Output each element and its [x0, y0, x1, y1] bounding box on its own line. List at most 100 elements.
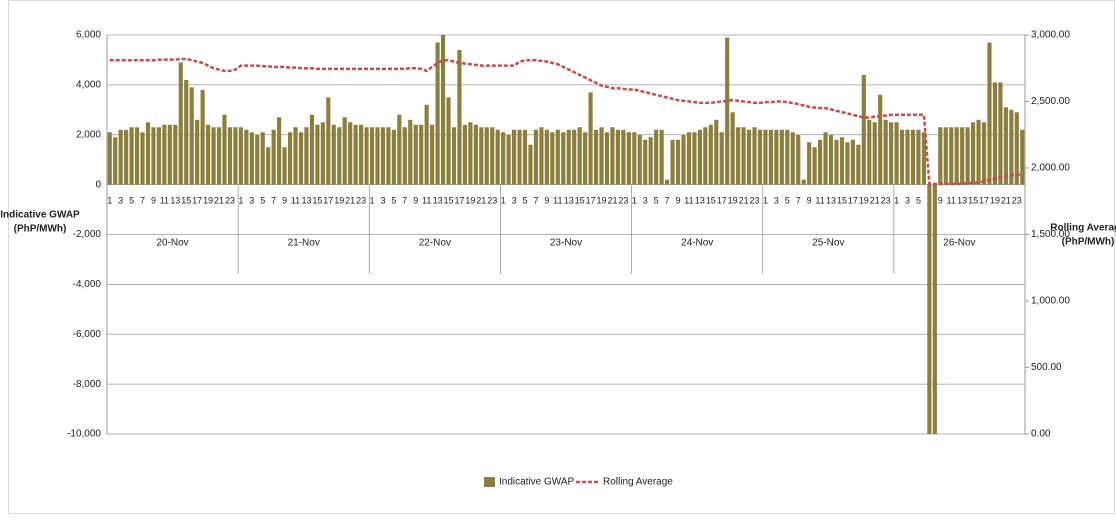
bar — [981, 122, 987, 185]
x-tick-label: 17 — [717, 195, 727, 205]
bar — [675, 139, 681, 185]
bar — [992, 82, 998, 185]
bar — [260, 132, 265, 185]
x-tick-label: 7 — [665, 195, 670, 205]
bar — [768, 129, 773, 185]
x-tick-label: 13 — [301, 195, 311, 205]
bar — [211, 127, 216, 185]
bar — [785, 129, 790, 185]
y2-tick-label: 2,000.00 — [1031, 163, 1070, 174]
bar — [533, 129, 539, 185]
x-tick-label: 1 — [107, 195, 112, 205]
x-tick-label: 15 — [706, 195, 716, 205]
bar — [867, 119, 872, 185]
bar — [309, 114, 314, 185]
bar — [681, 134, 686, 185]
bar — [408, 119, 413, 185]
bar — [145, 122, 151, 185]
bar — [320, 122, 325, 185]
x-tick-label: 13 — [695, 195, 705, 205]
bar — [604, 132, 610, 185]
x-tick-label: 19 — [859, 195, 869, 205]
x-tick-label: 15 — [444, 195, 454, 205]
y2-axis-title: (PhP/MWh) — [1062, 237, 1115, 248]
bar — [752, 127, 757, 185]
x-tick-label: 13 — [957, 195, 967, 205]
bar — [954, 127, 959, 185]
bar — [238, 127, 243, 185]
bar — [107, 132, 112, 185]
x-tick-label: 3 — [380, 195, 385, 205]
bar — [490, 127, 495, 185]
bar — [599, 127, 604, 185]
bar — [512, 129, 517, 185]
bar — [173, 124, 178, 185]
bar — [369, 127, 375, 185]
x-tick-label: 17 — [979, 195, 989, 205]
bar — [1014, 112, 1019, 185]
bar — [719, 132, 724, 185]
x-tick-label: 7 — [796, 195, 801, 205]
bar — [200, 89, 205, 185]
bar — [1009, 109, 1014, 185]
x-tick-label: 1 — [894, 195, 899, 205]
x-tick-label: 15 — [575, 195, 585, 205]
bar — [233, 127, 238, 185]
x-tick-label: 1 — [501, 195, 506, 205]
x-tick-label: 3 — [512, 195, 517, 205]
x-tick-label: 21 — [739, 195, 749, 205]
bar — [583, 132, 588, 185]
bar — [965, 127, 970, 185]
y2-tick-label: 3,000.00 — [1031, 30, 1070, 41]
bar — [899, 129, 905, 185]
bar — [998, 82, 1003, 185]
y2-tick-label: 0.00 — [1031, 429, 1051, 440]
bar — [397, 114, 402, 185]
day-label: 20-Nov — [156, 238, 188, 249]
bar — [1003, 107, 1008, 185]
bar — [610, 127, 615, 185]
x-tick-label: 19 — [597, 195, 607, 205]
bar — [457, 49, 462, 185]
x-tick-label: 19 — [728, 195, 738, 205]
bar — [593, 129, 599, 185]
x-tick-label: 5 — [129, 195, 134, 205]
bar — [883, 119, 888, 185]
x-tick-label: 21 — [214, 195, 224, 205]
x-tick-label: 23 — [487, 195, 497, 205]
bar — [501, 132, 506, 185]
bar — [746, 129, 752, 185]
x-tick-label: 11 — [160, 195, 169, 205]
x-tick-label: 11 — [422, 195, 431, 205]
x-tick-label: 3 — [249, 195, 254, 205]
bar — [544, 129, 549, 185]
bar — [151, 127, 156, 185]
bar — [124, 129, 129, 185]
x-tick-label: 3 — [774, 195, 779, 205]
y-tick-label: -4,000 — [73, 279, 102, 290]
x-tick-label: 15 — [968, 195, 978, 205]
bar — [818, 139, 823, 185]
x-tick-label: 15 — [837, 195, 847, 205]
bar — [561, 132, 566, 185]
x-tick-label: 23 — [750, 195, 760, 205]
bar — [277, 117, 282, 185]
x-tick-label: 3 — [118, 195, 123, 205]
x-tick-label: 23 — [1012, 195, 1022, 205]
x-tick-label: 11 — [553, 195, 562, 205]
bar — [659, 129, 664, 185]
x-tick-label: 13 — [564, 195, 574, 205]
x-tick-label: 15 — [181, 195, 191, 205]
bar — [714, 119, 719, 185]
x-tick-label: 7 — [402, 195, 407, 205]
bar — [697, 129, 702, 185]
bar — [184, 79, 189, 185]
bar — [823, 132, 828, 185]
bar — [266, 147, 271, 185]
x-tick-label: 17 — [454, 195, 464, 205]
x-tick-label: 23 — [225, 195, 235, 205]
bar — [828, 134, 834, 185]
y-tick-label: 4,000 — [76, 80, 101, 91]
y2-tick-label: 1,500.00 — [1031, 229, 1070, 240]
bar — [730, 112, 735, 185]
